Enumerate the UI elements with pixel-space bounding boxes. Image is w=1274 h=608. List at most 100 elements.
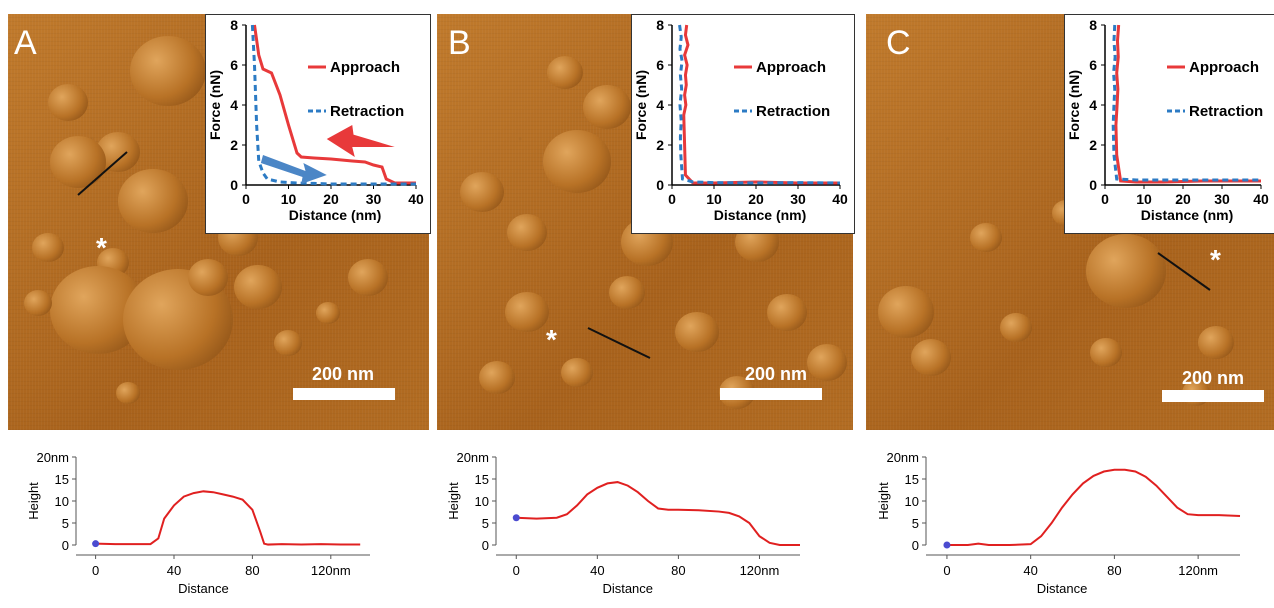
y-tick-label: 0 — [1089, 177, 1097, 193]
cursor-marker — [92, 540, 100, 548]
height-profile-b: 0 5 10 15 20nm 0 40 80 120nm Distance Height — [446, 450, 800, 596]
scale-label-b: 200 nm — [745, 364, 808, 384]
x-tick-label: 0 — [1101, 191, 1109, 207]
x-tick-label: 120nm — [311, 563, 351, 578]
particle — [507, 214, 547, 251]
profile-line — [95, 490, 361, 546]
y-tick-label: 6 — [656, 57, 664, 73]
legend-label-approach: Approach — [1189, 59, 1259, 76]
particle — [911, 339, 951, 376]
y-tick-label: 8 — [656, 17, 664, 33]
force-inset-c: 0 2 4 6 8 0 10 20 30 40 Distance (nm) Force (nN) App… — [1064, 14, 1274, 234]
star-marker-c: * — [1210, 244, 1221, 275]
scale-label-a: 200 nm — [312, 364, 375, 384]
scale-label-c: 200 nm — [1182, 368, 1245, 388]
cursor-marker — [512, 514, 520, 522]
particle — [24, 290, 52, 316]
y-tick-label: 20nm — [456, 450, 489, 465]
y-tick-label: 2 — [656, 137, 664, 153]
x-tick-label: 20 — [748, 191, 764, 207]
particle — [675, 312, 719, 353]
panel-letter-b: B — [448, 24, 471, 62]
y-tick-label: 0 — [656, 177, 664, 193]
series-line-retraction — [250, 24, 416, 186]
x-tick-label: 120nm — [1178, 563, 1218, 578]
y-tick-label: 6 — [230, 57, 238, 73]
particle — [1090, 338, 1122, 368]
x-tick-label: 20 — [323, 191, 339, 207]
x-tick-label: 10 — [706, 191, 722, 207]
x-tick-label: 40 — [832, 191, 848, 207]
y-axis-label: Force (nN) — [633, 70, 649, 140]
x-tick-label: 20 — [1175, 191, 1191, 207]
particle — [316, 302, 340, 325]
x-axis-label: Distance — [602, 581, 653, 596]
y-tick-label: 4 — [1089, 97, 1097, 113]
particle — [130, 36, 206, 106]
y-axis-label: Force (nN) — [207, 70, 223, 140]
particle — [274, 330, 302, 356]
legend-label-approach: Approach — [330, 59, 400, 76]
particle — [561, 358, 593, 388]
y-tick-label: 4 — [230, 97, 238, 113]
particle — [878, 286, 934, 338]
x-axis-label: Distance — [178, 581, 229, 596]
y-tick-label: 8 — [1089, 17, 1097, 33]
x-tick-label: 0 — [943, 563, 950, 578]
panel-letter-c: C — [886, 24, 911, 62]
particle — [32, 233, 64, 263]
particle — [118, 169, 188, 234]
approach-arrow — [326, 125, 395, 157]
x-axis-label: Distance (nm) — [289, 207, 382, 223]
series-line-retraction — [678, 24, 841, 185]
particle — [583, 85, 631, 130]
y-tick-label: 8 — [230, 17, 238, 33]
x-tick-label: 40 — [1253, 191, 1269, 207]
particle — [234, 265, 282, 310]
y-axis-label: Height — [876, 482, 891, 520]
particle — [479, 361, 515, 395]
x-axis-label: Distance (nm) — [714, 207, 807, 223]
series-line-retraction — [1111, 24, 1261, 182]
profile-line — [516, 481, 800, 546]
y-tick-label: 4 — [656, 97, 664, 113]
particle — [970, 223, 1002, 253]
x-tick-label: 40 — [167, 563, 181, 578]
profile-line-a — [77, 151, 128, 196]
profile-line — [946, 468, 1241, 546]
particle — [807, 344, 847, 381]
x-tick-label: 30 — [790, 191, 806, 207]
y-axis-label: Height — [26, 482, 41, 520]
x-tick-label: 40 — [408, 191, 424, 207]
legend-label-retraction: Retraction — [330, 103, 404, 120]
star-marker-a: * — [96, 232, 107, 263]
y-tick-label: 20nm — [36, 450, 69, 465]
star-marker-b: * — [546, 324, 557, 355]
x-tick-label: 40 — [590, 563, 604, 578]
force-inset-b: 0 2 4 6 8 0 10 20 30 40 Distance (nm) Force (nN) App… — [631, 14, 855, 234]
legend-label-retraction: Retraction — [756, 103, 830, 120]
x-tick-label: 80 — [245, 563, 259, 578]
x-tick-label: 0 — [242, 191, 250, 207]
panel-letter-a: A — [14, 24, 37, 62]
x-tick-label: 40 — [1023, 563, 1037, 578]
scale-bar-c — [1162, 390, 1264, 402]
scale-bar-a — [293, 388, 395, 400]
y-tick-label: 5 — [912, 516, 919, 531]
x-axis-label: Distance — [1037, 581, 1088, 596]
y-tick-label: 10 — [905, 494, 919, 509]
series-line-approach — [253, 24, 416, 185]
y-tick-label: 5 — [482, 516, 489, 531]
y-tick-label: 0 — [62, 538, 69, 553]
cursor-marker — [943, 541, 951, 549]
y-tick-label: 0 — [912, 538, 919, 553]
y-tick-label: 20nm — [886, 450, 919, 465]
particle — [547, 56, 583, 90]
y-tick-label: 15 — [475, 472, 489, 487]
y-tick-label: 10 — [55, 494, 69, 509]
particle — [1086, 234, 1166, 308]
particle — [188, 259, 228, 296]
scale-bar-b — [720, 388, 822, 400]
x-tick-label: 0 — [513, 563, 520, 578]
legend-label-approach: Approach — [756, 59, 826, 76]
